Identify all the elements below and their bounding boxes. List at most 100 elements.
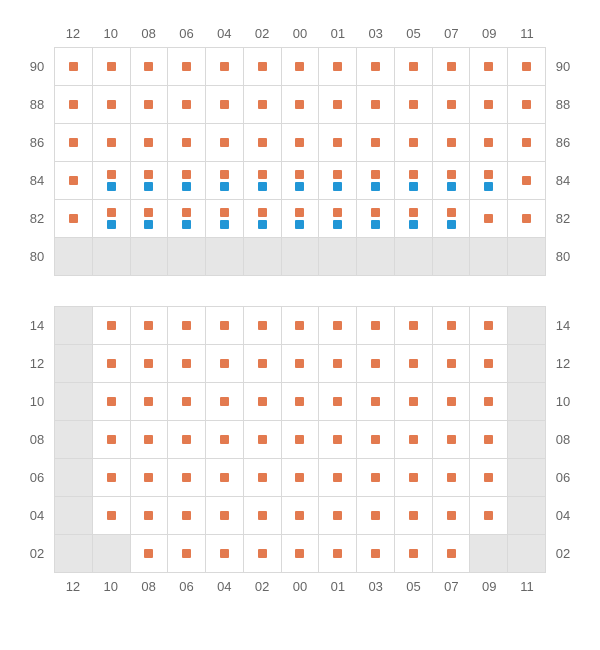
seat-cell[interactable] — [319, 48, 357, 86]
seat-cell[interactable] — [93, 48, 131, 86]
seat-cell[interactable] — [131, 48, 169, 86]
seat-cell[interactable] — [168, 421, 206, 459]
seat-cell[interactable] — [55, 48, 93, 86]
seat-cell[interactable] — [319, 124, 357, 162]
seat-cell[interactable] — [395, 86, 433, 124]
seat-cell[interactable] — [470, 200, 508, 238]
seat-cell[interactable] — [282, 307, 320, 345]
seat-cell[interactable] — [357, 124, 395, 162]
seat-cell[interactable] — [206, 124, 244, 162]
seat-cell[interactable] — [244, 345, 282, 383]
seat-cell[interactable] — [131, 497, 169, 535]
seat-cell[interactable] — [93, 86, 131, 124]
seat-cell[interactable] — [168, 535, 206, 573]
seat-cell[interactable] — [357, 48, 395, 86]
seat-cell[interactable] — [55, 162, 93, 200]
seat-cell[interactable] — [93, 421, 131, 459]
seat-cell[interactable] — [395, 383, 433, 421]
seat-cell[interactable] — [470, 48, 508, 86]
seat-cell[interactable] — [470, 162, 508, 200]
seat-cell[interactable] — [508, 162, 546, 200]
seat-cell[interactable] — [55, 124, 93, 162]
seat-cell[interactable] — [282, 383, 320, 421]
seat-cell[interactable] — [508, 86, 546, 124]
seat-cell[interactable] — [55, 200, 93, 238]
seat-cell[interactable] — [357, 345, 395, 383]
seat-cell[interactable] — [206, 86, 244, 124]
seat-cell[interactable] — [93, 307, 131, 345]
seat-cell[interactable] — [282, 124, 320, 162]
seat-cell[interactable] — [470, 421, 508, 459]
seat-cell[interactable] — [357, 421, 395, 459]
seat-cell[interactable] — [131, 124, 169, 162]
seat-cell[interactable] — [470, 86, 508, 124]
seat-cell[interactable] — [282, 162, 320, 200]
seat-cell[interactable] — [168, 200, 206, 238]
seat-cell[interactable] — [395, 345, 433, 383]
seat-cell[interactable] — [357, 86, 395, 124]
seat-cell[interactable] — [433, 48, 471, 86]
seat-cell[interactable] — [470, 497, 508, 535]
seat-cell[interactable] — [319, 535, 357, 573]
seat-cell[interactable] — [131, 535, 169, 573]
seat-cell[interactable] — [282, 459, 320, 497]
seat-cell[interactable] — [470, 383, 508, 421]
seat-cell[interactable] — [131, 459, 169, 497]
seat-cell[interactable] — [282, 86, 320, 124]
seat-cell[interactable] — [244, 307, 282, 345]
seat-cell[interactable] — [131, 200, 169, 238]
seat-cell[interactable] — [282, 497, 320, 535]
seat-cell[interactable] — [93, 124, 131, 162]
seat-cell[interactable] — [206, 535, 244, 573]
seat-cell[interactable] — [168, 459, 206, 497]
seat-cell[interactable] — [93, 497, 131, 535]
seat-cell[interactable] — [168, 383, 206, 421]
seat-cell[interactable] — [395, 162, 433, 200]
seat-cell[interactable] — [319, 459, 357, 497]
seat-cell[interactable] — [395, 421, 433, 459]
seat-cell[interactable] — [282, 421, 320, 459]
seat-cell[interactable] — [93, 200, 131, 238]
seat-cell[interactable] — [395, 459, 433, 497]
seat-cell[interactable] — [282, 535, 320, 573]
seat-cell[interactable] — [433, 383, 471, 421]
seat-cell[interactable] — [93, 345, 131, 383]
seat-cell[interactable] — [357, 497, 395, 535]
seat-cell[interactable] — [168, 124, 206, 162]
seat-cell[interactable] — [433, 124, 471, 162]
seat-cell[interactable] — [395, 535, 433, 573]
seat-cell[interactable] — [131, 383, 169, 421]
seat-cell[interactable] — [244, 383, 282, 421]
seat-cell[interactable] — [131, 162, 169, 200]
seat-cell[interactable] — [244, 86, 282, 124]
seat-cell[interactable] — [319, 383, 357, 421]
seat-cell[interactable] — [357, 535, 395, 573]
seat-cell[interactable] — [168, 48, 206, 86]
seat-cell[interactable] — [55, 86, 93, 124]
seat-cell[interactable] — [131, 86, 169, 124]
seat-cell[interactable] — [395, 124, 433, 162]
seat-cell[interactable] — [395, 307, 433, 345]
seat-cell[interactable] — [244, 535, 282, 573]
seat-cell[interactable] — [433, 497, 471, 535]
seat-cell[interactable] — [244, 124, 282, 162]
seat-cell[interactable] — [282, 345, 320, 383]
seat-cell[interactable] — [244, 200, 282, 238]
seat-cell[interactable] — [357, 200, 395, 238]
seat-cell[interactable] — [319, 162, 357, 200]
seat-cell[interactable] — [395, 48, 433, 86]
seat-cell[interactable] — [433, 307, 471, 345]
seat-cell[interactable] — [319, 497, 357, 535]
seat-cell[interactable] — [168, 86, 206, 124]
seat-cell[interactable] — [93, 162, 131, 200]
seat-cell[interactable] — [319, 307, 357, 345]
seat-cell[interactable] — [244, 459, 282, 497]
seat-cell[interactable] — [319, 86, 357, 124]
seat-cell[interactable] — [206, 383, 244, 421]
seat-cell[interactable] — [168, 307, 206, 345]
seat-cell[interactable] — [319, 345, 357, 383]
seat-cell[interactable] — [470, 307, 508, 345]
seat-cell[interactable] — [282, 48, 320, 86]
seat-cell[interactable] — [206, 421, 244, 459]
seat-cell[interactable] — [508, 48, 546, 86]
